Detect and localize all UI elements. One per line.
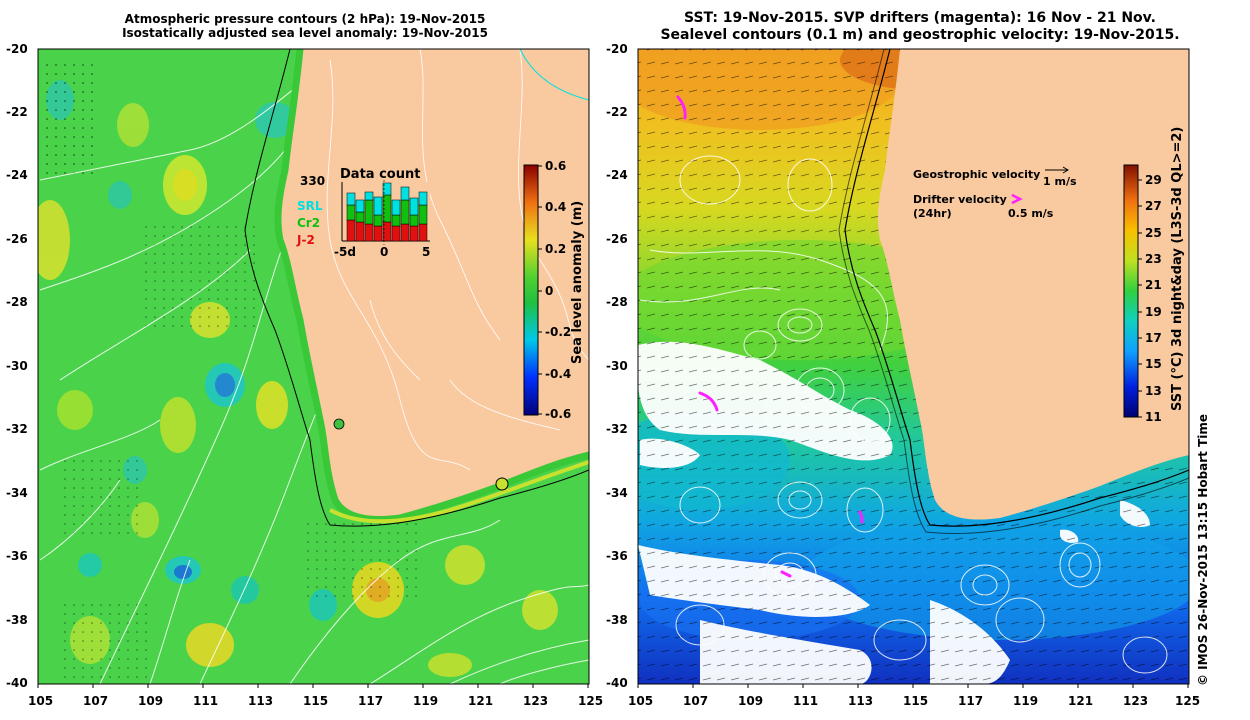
geo-velocity-label: Geostrophic velocity [913,168,1041,181]
left-map [38,49,589,684]
lon-tick: 117 [358,694,384,708]
lat-tick: -38 [6,613,28,627]
lat-tick: -36 [6,549,28,563]
lat-tick: -22 [6,105,28,119]
drifter-velocity-label: Drifter velocity [913,193,1007,206]
sla-tick: 0.2 [545,242,567,256]
lon-tick: 109 [738,694,764,708]
sla-colorbar-label: Sea level anomaly (m) [570,200,585,364]
lon-tick: 111 [193,694,219,708]
lon-tick: 125 [578,694,604,708]
lat-tick: -34 [6,486,28,500]
lon-tick: 115 [903,694,929,708]
inset-title: Data count [340,167,421,182]
sst-tick: 23 [1145,252,1162,266]
lon-tick: 121 [1068,694,1094,708]
lon-tick: 111 [793,694,819,708]
lat-tick: -26 [6,232,28,246]
right-title-line2: Sealevel contours (0.1 m) and geostrophi… [660,27,1180,43]
lat-tick: -30 [6,359,28,373]
sla-tick: 0.4 [545,200,567,214]
lon-tick: 105 [28,694,54,708]
lat-tick: -20 [6,42,28,56]
sst-tick: 19 [1145,305,1162,319]
lon-tick: 115 [303,694,329,708]
lon-tick: 109 [138,694,164,708]
sla-tick: -0.4 [545,367,572,381]
sla-tick: 0 [545,284,554,298]
inset-legend-j2: J-2 [297,233,315,247]
lon-tick: 121 [468,694,494,708]
lat-tick: -36 [606,549,628,563]
sla-tick: 0.6 [545,159,567,173]
sst-tick: 11 [1145,410,1162,424]
left-title-line1: Atmospheric pressure contours (2 hPa): 1… [124,12,486,26]
lat-tick: -20 [606,42,628,56]
lat-tick: -24 [606,168,628,182]
right-title-line1: SST: 19-Nov-2015. SVP drifters (magenta)… [684,10,1156,26]
drifter-velocity-period: (24hr) [913,207,952,220]
lon-tick: 107 [83,694,109,708]
lat-tick: -32 [6,422,28,436]
lon-tick: 119 [413,694,439,708]
lon-tick: 123 [1123,694,1149,708]
lat-tick: -40 [6,676,28,690]
lon-tick: 119 [1013,694,1039,708]
drifter-velocity-scale: 0.5 m/s [1008,207,1054,220]
sst-tick: 25 [1145,226,1162,240]
lon-tick: 117 [958,694,984,708]
lon-tick: 123 [523,694,549,708]
imos-credit: © IMOS 26-Nov-2015 13:15 Hobart Time [1196,413,1210,687]
sla-tick: -0.6 [545,407,572,421]
sla-tick: -0.2 [545,325,572,339]
sst-tick: 15 [1145,357,1162,371]
lon-tick: 113 [848,694,874,708]
inset-legend-cr2: Cr2 [297,216,321,230]
sst-tick: 21 [1145,278,1162,292]
sst-colorbar [1123,164,1139,418]
lat-tick: -32 [606,422,628,436]
left-title-line2: Isostatically adjusted sea level anomaly… [122,26,488,40]
inset-max-count: 330 [300,174,326,188]
inset-legend-srl: SRL [297,199,323,213]
sla-colorbar [523,164,539,416]
inset-xtick: 0 [380,245,389,259]
lat-tick: -28 [606,295,628,309]
lat-tick: -30 [606,359,628,373]
lon-tick: 113 [248,694,274,708]
sst-tick: 13 [1145,384,1162,398]
sst-tick: 27 [1145,199,1162,213]
lon-tick: 105 [628,694,654,708]
left-title: Atmospheric pressure contours (2 hPa): 1… [70,12,540,40]
lat-tick: -40 [606,676,628,690]
right-map [638,49,1189,684]
right-title: SST: 19-Nov-2015. SVP drifters (magenta)… [620,10,1220,44]
sst-colorbar-label: SST (°C) 3d night&day (L3S-3d QL>=2) [1170,126,1185,411]
geo-velocity-scale: 1 m/s [1043,175,1077,188]
lat-tick: -28 [6,295,28,309]
sst-tick: 17 [1145,331,1162,345]
data-count-inset [341,180,430,245]
lat-tick: -34 [606,486,628,500]
sst-tick: 29 [1145,173,1162,187]
lat-tick: -38 [606,613,628,627]
lat-tick: -26 [606,232,628,246]
lat-tick: -22 [606,105,628,119]
drifter-arrow-icon [1011,193,1023,205]
inset-xtick: 5 [422,245,431,259]
lat-tick: -24 [6,168,28,182]
inset-xtick: -5d [334,245,356,259]
lon-tick: 125 [1175,694,1201,708]
lon-tick: 107 [683,694,709,708]
